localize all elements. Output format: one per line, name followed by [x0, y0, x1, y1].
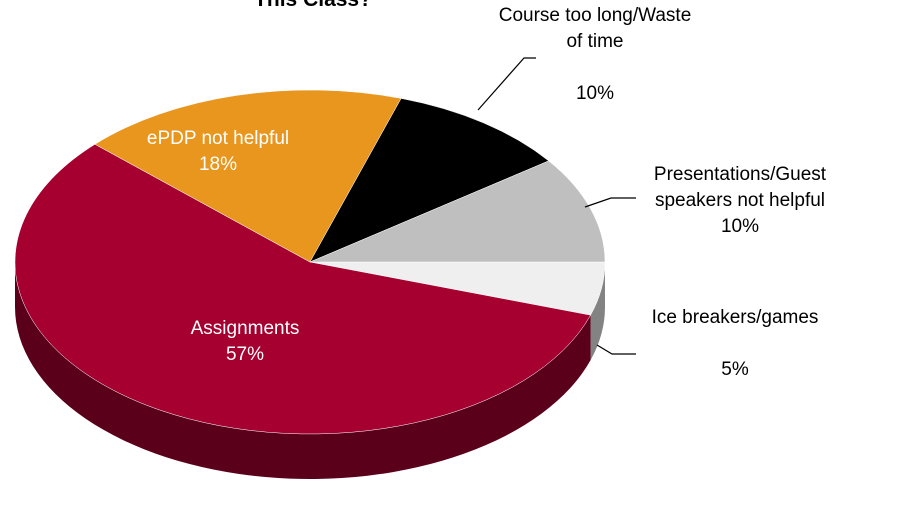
- slice: [309, 160, 606, 263]
- slice-label: Presentations/Guest speakers not helpful: [653, 164, 827, 211]
- value-label: 18%: [198, 154, 238, 175]
- chart-title: This Class?: [113, 0, 513, 12]
- slice-label: ePDP not helpful: [146, 128, 290, 149]
- slice-label: Course too long/Waste of time: [498, 5, 692, 52]
- slice: [309, 98, 550, 263]
- slice-label: Ice breakers/games: [651, 307, 819, 328]
- leader-line: [584, 197, 636, 208]
- slice: [94, 89, 402, 263]
- value-label: 5%: [721, 359, 749, 380]
- leader-line: [596, 344, 636, 355]
- slice-side: [15, 262, 591, 479]
- slice: [14, 143, 591, 435]
- value-label: 57%: [225, 344, 265, 365]
- leader-line: [477, 57, 536, 111]
- slice-label: Assignments: [190, 318, 300, 339]
- value-label: 10%: [575, 83, 615, 104]
- value-label: 10%: [720, 216, 760, 237]
- slice-side: [590, 262, 605, 361]
